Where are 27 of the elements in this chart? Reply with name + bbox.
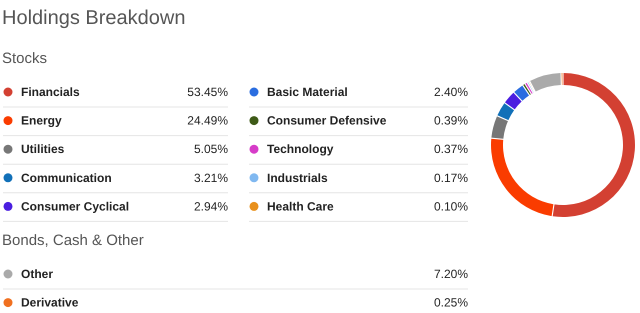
chart-title: Holdings Breakdown bbox=[2, 7, 186, 29]
legend-label: Derivative bbox=[21, 296, 79, 310]
legend-label: Industrials bbox=[267, 170, 328, 185]
data-label: 2.94% bbox=[194, 199, 228, 214]
legend-label: Utilities bbox=[21, 142, 65, 156]
data-label: 0.39% bbox=[434, 114, 468, 128]
legend-label: Consumer Cyclical bbox=[21, 199, 130, 214]
data-label: 53.45% bbox=[187, 85, 228, 99]
data-label: 0.17% bbox=[434, 170, 468, 185]
data-label: 7.20% bbox=[434, 267, 468, 281]
legend-label: Energy bbox=[21, 114, 62, 128]
data-label: 3.21% bbox=[194, 170, 228, 185]
text: Stocks bbox=[2, 50, 48, 67]
data-label: 0.37% bbox=[434, 142, 468, 156]
legend-label: Basic Material bbox=[267, 85, 348, 99]
legend-label: Communication bbox=[21, 170, 112, 185]
legend-label: Financials bbox=[21, 85, 80, 99]
legend-label: Consumer Defensive bbox=[267, 114, 387, 128]
text: Bonds, Cash & Other bbox=[2, 232, 144, 249]
data-label: 2.40% bbox=[434, 85, 468, 99]
legend-label: Other bbox=[21, 267, 54, 281]
legend-label: Health Care bbox=[267, 199, 334, 214]
data-label: 24.49% bbox=[187, 114, 228, 128]
data-label: 5.05% bbox=[194, 142, 228, 156]
legend-label: Technology bbox=[267, 142, 334, 156]
data-label: 0.25% bbox=[434, 296, 468, 310]
data-label: 0.10% bbox=[434, 199, 468, 214]
